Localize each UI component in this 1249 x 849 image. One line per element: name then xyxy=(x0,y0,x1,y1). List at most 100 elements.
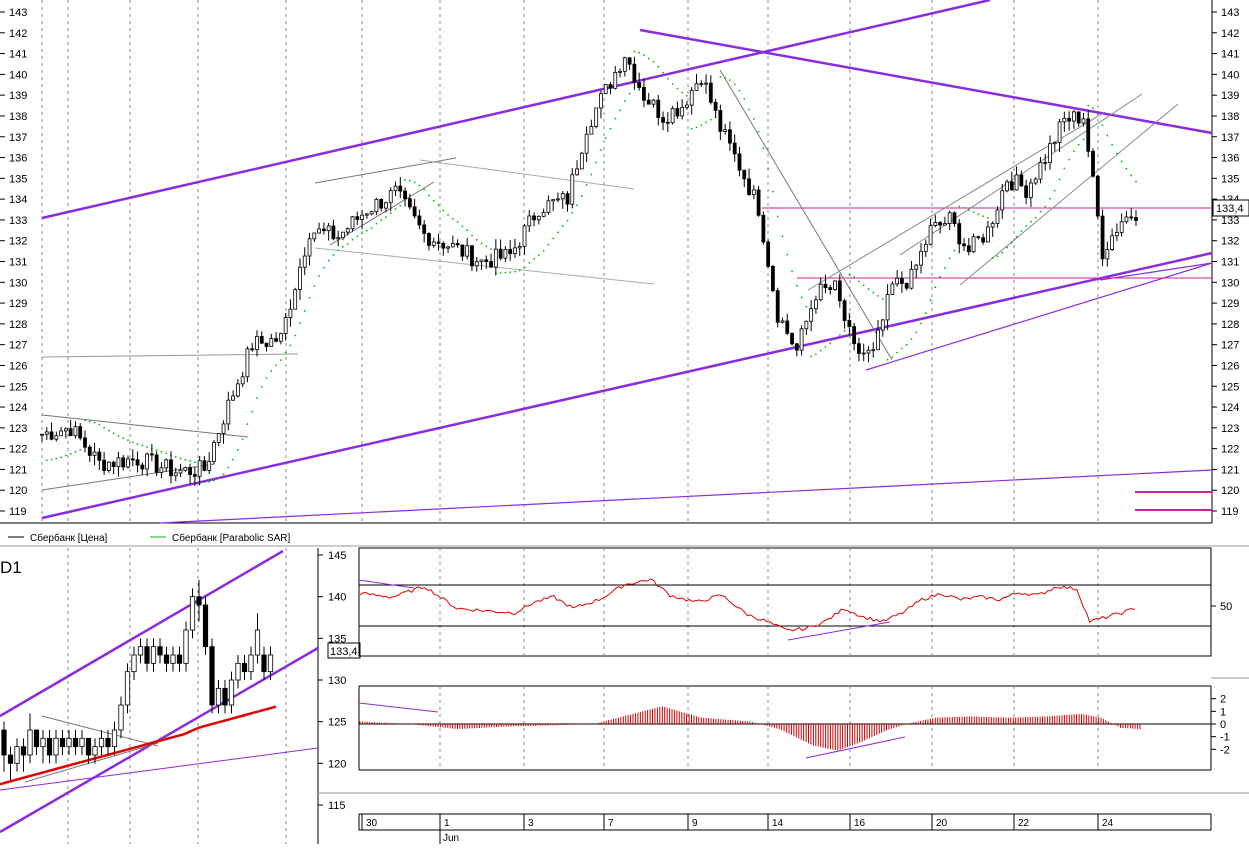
inset-candle-39 xyxy=(254,613,261,664)
candle-61 xyxy=(331,219,336,241)
inset-candle-13 xyxy=(85,737,92,764)
sar-dot-187 xyxy=(934,286,937,289)
descending-resistance-line xyxy=(639,28,1213,135)
candle-108 xyxy=(556,192,560,203)
inset-candle-24 xyxy=(157,638,163,664)
candle-209 xyxy=(1038,157,1043,184)
sar-dot-80 xyxy=(423,188,426,191)
inset-y-axis: 115 120 125 130 135 140 145 xyxy=(318,550,346,812)
sar-dot-229 xyxy=(1135,180,1137,183)
parabolic-sar-dots xyxy=(45,50,1137,484)
candle-133 xyxy=(675,101,680,119)
candle-170 xyxy=(852,322,857,351)
sar-dot-160 xyxy=(805,305,808,308)
sar-dot-40 xyxy=(232,458,234,461)
candle-69 xyxy=(369,210,374,216)
candle-79 xyxy=(417,209,422,230)
hist-ytick-label--1: -1 xyxy=(1220,732,1230,744)
date-label-5: 14 xyxy=(772,818,784,829)
sar-dot-134 xyxy=(681,91,684,94)
sar-dot-223 xyxy=(1106,134,1109,137)
sar-dot-62 xyxy=(337,249,340,252)
inset-upper-channel xyxy=(0,549,284,718)
sar-dot-228 xyxy=(1130,174,1133,177)
candle-38 xyxy=(221,420,226,444)
oscillator-trendline-a xyxy=(358,579,415,589)
candle-20 xyxy=(135,451,140,473)
main-ytick-label-135: 135 xyxy=(1221,173,1239,185)
sar-dot-136 xyxy=(690,128,693,130)
flag-lower xyxy=(314,247,655,285)
inset-candle-27 xyxy=(176,646,183,672)
sar-dot-164 xyxy=(824,346,827,348)
sar-dot-138 xyxy=(700,124,703,127)
candle-150 xyxy=(756,185,761,217)
candle-62 xyxy=(336,230,341,247)
legend: Сбербанк [Цена] Сбербанк [Parabolic SAR] xyxy=(8,532,291,544)
candle-214 xyxy=(1062,111,1067,132)
sar-dot-49 xyxy=(275,364,277,367)
date-label-3: 7 xyxy=(608,818,614,829)
candle-102 xyxy=(527,210,532,233)
sar-dot-69 xyxy=(370,227,373,230)
main-ytick-left-label-133: 133 xyxy=(9,215,27,227)
sar-dot-100 xyxy=(518,269,521,272)
candle-18 xyxy=(126,455,130,469)
inset-candle-22 xyxy=(144,638,150,672)
candle-202 xyxy=(1005,179,1009,193)
candle-164 xyxy=(823,274,828,294)
inset-candle-36 xyxy=(235,655,241,689)
sar-dot-224 xyxy=(1111,144,1114,146)
candle-159 xyxy=(799,325,804,356)
inset-candle-4 xyxy=(27,713,33,764)
inset-gridlines xyxy=(67,548,287,844)
main-ytick-label-125: 125 xyxy=(1221,381,1239,393)
sar-dot-215 xyxy=(1068,158,1071,161)
sar-dot-128 xyxy=(652,60,655,63)
sar-dot-55 xyxy=(303,310,306,312)
sar-dot-99 xyxy=(514,270,516,273)
candle-105 xyxy=(541,208,546,218)
candle-146 xyxy=(737,146,742,177)
main-ytick-left-label-120: 120 xyxy=(9,485,27,497)
candle-40 xyxy=(231,390,235,401)
sar-dot-79 xyxy=(418,184,421,187)
candle-71 xyxy=(379,198,384,212)
sar-dot-163 xyxy=(819,349,822,352)
candle-1 xyxy=(44,427,49,441)
hist-ytick-label-2: 2 xyxy=(1220,694,1226,706)
sar-dot-168 xyxy=(843,330,846,332)
sar-dot-169 xyxy=(848,273,851,276)
sar-dot-203 xyxy=(1010,241,1013,244)
decline-line xyxy=(719,69,893,361)
main-ytick-left-label-141: 141 xyxy=(9,49,27,61)
inset-candle-17 xyxy=(111,721,118,755)
main-ytick-label-122: 122 xyxy=(1221,444,1239,456)
date-axis xyxy=(358,813,1212,831)
candle-141 xyxy=(713,98,718,118)
candle-222 xyxy=(1100,209,1105,267)
sar-dot-173 xyxy=(867,288,870,290)
sar-dot-154 xyxy=(776,215,779,218)
sar-dot-175 xyxy=(877,294,879,297)
candle-74 xyxy=(393,181,398,197)
sar-dot-172 xyxy=(862,284,865,287)
main-ytick-left-label-129: 129 xyxy=(9,298,27,310)
sar-dot-7 xyxy=(74,450,77,453)
candle-25 xyxy=(159,462,164,479)
candle-147 xyxy=(742,169,747,188)
candle-83 xyxy=(436,233,441,251)
inset-candle-38 xyxy=(248,646,254,680)
candle-122 xyxy=(622,56,627,77)
candle-66 xyxy=(355,211,360,225)
sar-dot-116 xyxy=(595,161,598,164)
long-support-line xyxy=(159,469,1213,524)
sar-dot-46 xyxy=(260,385,263,388)
inset-support xyxy=(0,747,319,791)
sar-dot-158 xyxy=(795,284,798,287)
main-ytick-left-label-130: 130 xyxy=(9,277,27,289)
sar-dot-94 xyxy=(490,248,492,251)
inset-candle-16 xyxy=(105,730,111,755)
candle-107 xyxy=(551,199,556,211)
